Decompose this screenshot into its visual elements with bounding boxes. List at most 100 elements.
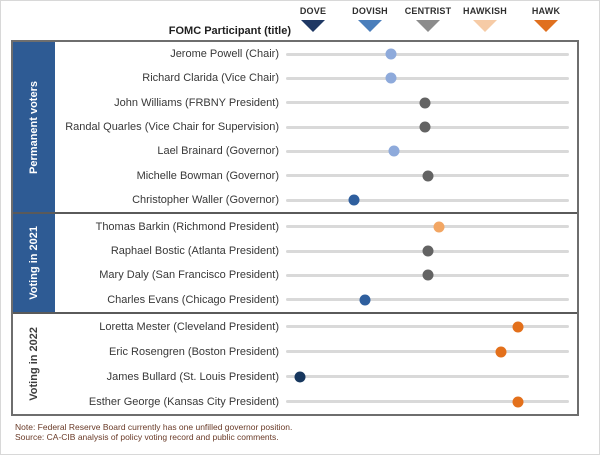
participant-name: Lael Brainard (Governor) [157,145,279,158]
participant-row: Raphael Bostic (Atlanta President) [55,239,577,263]
legend-label: HAWK [531,6,561,16]
participant-name: Raphael Bostic (Atlanta President) [110,245,279,257]
participant-row: Mary Daly (San Francisco President) [55,263,577,287]
participant-row: Thomas Barkin (Richmond President) [55,214,577,238]
participant-row: Eric Rosengren (Boston President) [55,339,577,364]
source-line: Source: CA-CIB analysis of policy voting… [15,432,279,442]
section-label: Voting in 2022 [28,327,40,401]
participant-name: Charles Evans (Chicago President) [107,293,279,306]
participant-row: Randal Quarles (Vice Chair for Supervisi… [55,115,577,139]
stance-track [286,145,569,158]
section-sidebar: Voting in 2022 [13,314,55,414]
legend-triangle-icon [416,20,440,32]
stance-track [286,72,569,85]
stance-scale-line [286,400,569,403]
section-sidebar: Voting in 2021 [13,214,55,313]
participant-name: Randal Quarles (Vice Chair for Supervisi… [65,121,279,134]
stance-track [286,345,569,358]
stance-track [286,370,569,383]
legend-item-dovish: DOVISH [330,6,410,32]
stance-dot [422,245,433,257]
stance-track [286,395,569,408]
stance-dot [359,294,371,306]
legend-triangle-icon [358,20,382,32]
section-label: Voting in 2021 [28,226,40,301]
stance-track [286,194,569,207]
participant-name: Richard Clarida (Vice Chair) [142,72,279,85]
legend-triangle-icon [301,20,325,32]
stance-dot [419,121,431,133]
legend-item-dove: DOVE [273,6,353,32]
participant-name: Loretta Mester (Cleveland President) [99,320,279,333]
participant-name: Thomas Barkin (Richmond President) [95,220,279,233]
stance-dot [422,170,433,182]
participant-name: John Williams (FRBNY President) [114,96,279,109]
stance-track [286,220,569,233]
participant-row: Christopher Waller (Governor) [55,188,577,212]
stance-dot [294,371,306,383]
section-2: Voting in 2021 Thomas Barkin (Richmond Pr… [13,212,577,313]
participant-name: Mary Daly (San Francisco President) [99,269,279,282]
stance-dot [385,72,397,84]
stance-scale-line [286,149,569,153]
stance-scale-line [286,325,569,329]
section-1: Permanent voters Jerome Powell (Chair) Ric… [13,42,577,213]
stance-scale-line [286,198,569,202]
stance-dot [348,194,360,206]
legend-label: HAWKISH [463,6,507,16]
stance-track [286,293,569,306]
legend-triangle-icon [473,20,497,32]
stance-dot [419,97,431,109]
participant-row: Jerome Powell (Chair) [55,42,577,66]
participant-name: Christopher Waller (Governor) [132,194,279,207]
section-sidebar: Permanent voters [13,42,55,213]
stance-track [286,48,569,61]
stance-scale-line [286,298,569,302]
stance-dot [512,321,524,333]
legend-label: DOVE [299,6,327,16]
stance-scale-line [286,350,569,354]
stance-dot [433,221,445,233]
stance-dot [385,48,397,60]
stance-scale-line [286,76,569,80]
participant-row: Richard Clarida (Vice Chair) [55,66,577,90]
participant-row: Charles Evans (Chicago President) [55,288,577,312]
stance-scale-line [286,225,569,229]
legend-label: CENTRIST [404,6,452,16]
stance-track [286,245,569,258]
section-label: Permanent voters [28,80,40,174]
participant-row: Esther George (Kansas City President) [55,389,577,414]
section-rows: Loretta Mester (Cleveland President) Eric… [55,314,577,414]
chart-frame: Permanent voters Jerome Powell (Chair) Ric… [11,40,579,416]
participant-row: John Williams (FRBNY President) [55,91,577,115]
participant-row: Michelle Bowman (Governor) [55,164,577,188]
participant-name: Eric Rosengren (Boston President) [109,345,279,358]
stance-dot [422,269,433,281]
stance-dot [512,396,524,407]
legend-triangle-icon [534,20,558,32]
stance-track [286,96,569,109]
stance-track [286,320,569,333]
participant-row: Lael Brainard (Governor) [55,139,577,163]
section-rows: Thomas Barkin (Richmond President) Raphae… [55,214,577,312]
participant-name: Esther George (Kansas City President) [88,395,279,408]
participant-name: Michelle Bowman (Governor) [136,169,279,182]
participant-row: James Bullard (St. Louis President) [55,364,577,389]
legend-item-centrist: CENTRIST [388,6,468,32]
section-3: Voting in 2022 Loretta Mester (Cleveland … [13,312,577,414]
legend-item-hawkish: HAWKISH [445,6,525,32]
participant-name: Jerome Powell (Chair) [170,48,279,61]
footnotes: Note: Federal Reserve Board currently ha… [15,422,292,442]
stance-scale-line [286,375,569,379]
participant-row: Loretta Mester (Cleveland President) [55,314,577,339]
stance-scale-line [286,52,569,56]
stance-track [286,269,569,282]
stance-dot [495,346,507,358]
stance-track [286,169,569,182]
section-rows: Jerome Powell (Chair) Richard Clarida (Vi… [55,42,577,212]
participant-name: James Bullard (St. Louis President) [106,370,279,383]
stance-track [286,121,569,134]
note-line: Note: Federal Reserve Board currently ha… [15,422,293,432]
stance-dot [388,145,400,157]
